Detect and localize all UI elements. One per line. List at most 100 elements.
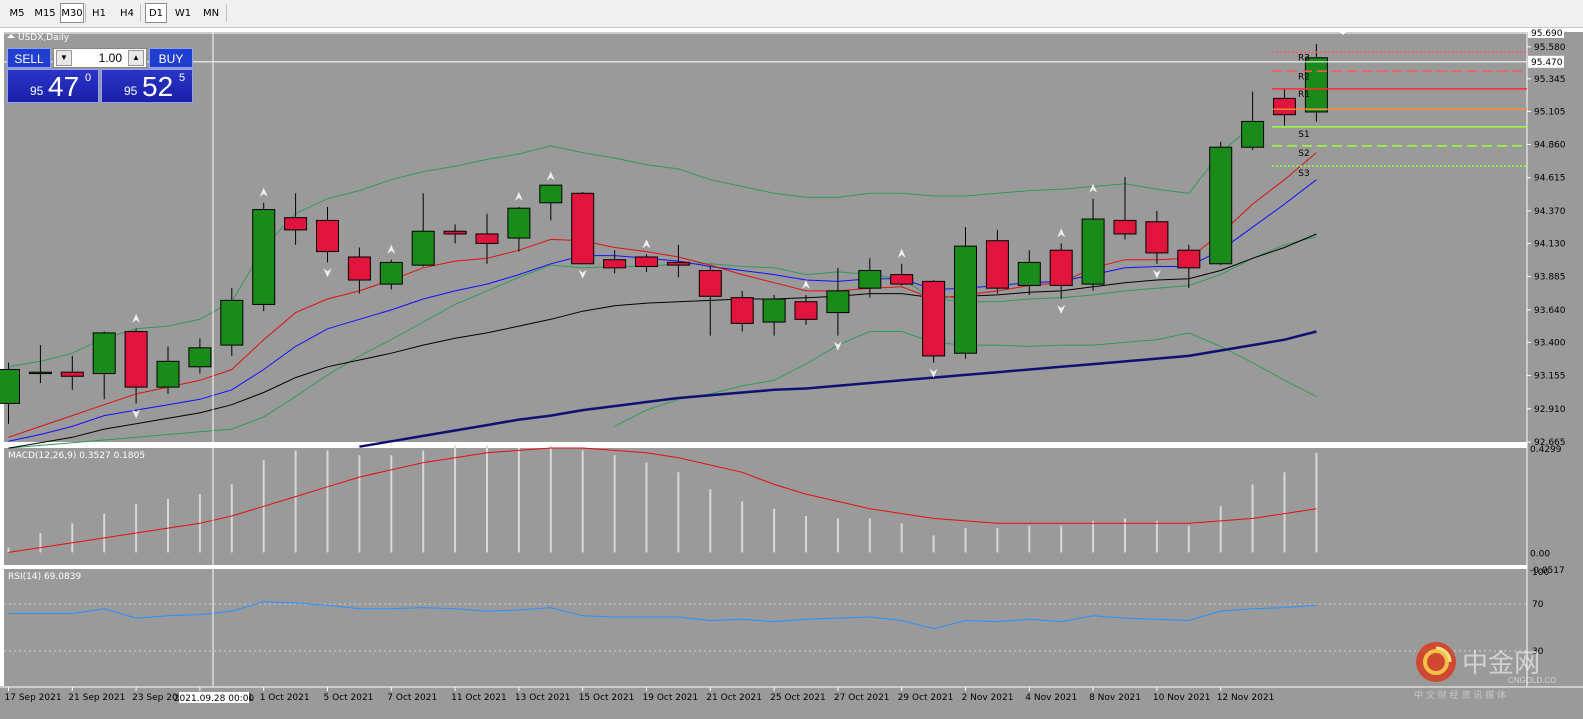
toolbar-separator — [85, 4, 86, 22]
bullish-candle — [539, 184, 563, 204]
price-tick-label: 92.665 — [1534, 438, 1566, 448]
sell-button[interactable]: SELL — [7, 48, 51, 68]
bullish-candle — [826, 290, 850, 314]
sell-price-sup: 0 — [85, 72, 92, 84]
lot-size-value[interactable]: 1.00 — [98, 51, 122, 65]
fractal-down-arrow-icon — [929, 368, 938, 378]
lot-decrease-arrow-icon[interactable]: ▼ — [56, 50, 72, 66]
bullish-candle — [1241, 120, 1265, 148]
toolbar-separator — [226, 4, 227, 22]
fractal-up-arrow-icon — [546, 171, 555, 181]
chart-symbol-title: USDX,Daily — [18, 33, 70, 43]
lot-increase-arrow-icon[interactable]: ▲ — [128, 50, 144, 66]
buy-price-prefix: 95 — [124, 84, 138, 98]
pivot-label-s2: S2 — [1298, 149, 1309, 159]
fractal-down-arrow-icon — [833, 341, 842, 351]
timeframe-h1-button[interactable]: H1 — [92, 8, 106, 19]
buy-price-sup: 5 — [179, 72, 186, 84]
moving-average-slow-line — [8, 233, 1317, 449]
bullish-candle — [220, 299, 244, 346]
rsi-tick-label: 70 — [1532, 600, 1544, 610]
timeframe-m30-button[interactable]: M30 — [60, 3, 84, 23]
fractal-up-arrow-icon — [387, 244, 396, 254]
price-tick-label: 94.130 — [1534, 239, 1566, 249]
bullish-candle — [954, 245, 977, 354]
fractal-up-arrow-icon — [642, 239, 651, 249]
bullish-candle — [1081, 218, 1105, 285]
date-tick-label: 13 Oct 2021 — [515, 693, 571, 703]
cngold-logo-icon — [1416, 642, 1456, 682]
pivot-label-r3: R3 — [1298, 53, 1310, 63]
watermark-brand: 中金网 — [1462, 649, 1541, 679]
high-price-label: 95.690 — [1531, 29, 1563, 39]
sell-price-box[interactable]: 95 47 0 — [7, 69, 99, 103]
bearish-candle — [475, 233, 499, 244]
date-tick-label: 2 Nov 2021 — [962, 693, 1014, 703]
bid-price-label: 95.470 — [1531, 58, 1563, 68]
date-tick-label: 21 Sep 2021 — [68, 693, 125, 703]
timeframe-m5-button[interactable]: M5 — [9, 8, 25, 19]
buy-price-box[interactable]: 95 52 5 — [101, 69, 193, 103]
date-tick-label: 4 Nov 2021 — [1025, 693, 1077, 703]
crosshair-date-box — [179, 692, 249, 703]
date-tick-label: 15 Oct 2021 — [579, 693, 635, 703]
price-chart-svg[interactable]: 95.580 95.345 95.105 94.860 94.615 94.370 94.1… — [0, 28, 1583, 719]
date-tick-label: 5 Oct 2021 — [324, 693, 374, 703]
timeframe-w1-button[interactable]: W1 — [174, 8, 192, 19]
bearish-candle — [443, 230, 467, 235]
sell-price-big: 47 — [48, 71, 80, 102]
macd-tick-label: 0.00 — [1530, 549, 1550, 559]
macd-panel-bg — [4, 448, 1527, 565]
moving-average-long-line — [359, 330, 1317, 448]
rsi-tick-label: 30 — [1532, 647, 1544, 657]
bearish-candle — [698, 270, 722, 297]
date-tick-label: 21 Oct 2021 — [706, 693, 762, 703]
date-tick-label: 12 Nov 2021 — [1217, 693, 1275, 703]
cngold-watermark: 中金网 CNGOLD.CO 中 文 财 经 资 讯 媒 体 — [1412, 640, 1572, 701]
fractal-up-arrow-icon — [897, 248, 906, 258]
timeframe-toolbar: M5 M15 M30 H1 H4 D1 W1 MN — [0, 0, 1583, 28]
title-triangle-icon — [7, 34, 15, 38]
bearish-candle — [666, 261, 690, 266]
bullish-candle — [858, 270, 882, 289]
bullish-candle — [379, 261, 403, 285]
price-tick-label: 95.105 — [1534, 107, 1566, 117]
timeframe-mn-button[interactable]: MN — [202, 8, 220, 19]
timeframe-d1-button[interactable]: D1 — [145, 3, 167, 23]
chart-window[interactable]: 95.580 95.345 95.105 94.860 94.615 94.370 94.1… — [0, 28, 1583, 719]
date-tick-label: 11 Oct 2021 — [451, 693, 507, 703]
bullish-candle — [28, 371, 52, 375]
crosshair-date-label: 2021.09.28 00:00 — [174, 694, 255, 704]
fractal-up-arrow-icon — [802, 279, 810, 289]
price-tick-label: 92.910 — [1534, 405, 1566, 415]
bearish-candle — [124, 331, 148, 388]
price-tick-label: 93.885 — [1534, 273, 1566, 283]
timeframe-m15-button[interactable]: M15 — [34, 8, 56, 19]
lot-size-field[interactable]: ▼ 1.00 ▲ — [53, 48, 147, 68]
bearish-candle — [890, 274, 914, 285]
fractal-down-arrow-icon — [1152, 269, 1161, 279]
bearish-candle — [284, 217, 308, 231]
bearish-candle — [347, 256, 371, 281]
bearish-candle — [1145, 221, 1169, 254]
bearish-candle — [316, 219, 339, 253]
bullish-candle — [252, 209, 276, 305]
bearish-candle — [922, 280, 946, 357]
date-tick-label: 19 Oct 2021 — [643, 693, 699, 703]
envelope-lower-line — [8, 236, 1317, 449]
buy-price-big: 52 — [142, 71, 174, 102]
timeframe-h4-button[interactable]: H4 — [120, 8, 134, 19]
bearish-candle — [603, 259, 627, 269]
bearish-candle — [794, 301, 818, 320]
buy-button[interactable]: BUY — [149, 48, 193, 68]
price-tick-label: 94.615 — [1534, 174, 1566, 184]
bearish-candle — [1273, 97, 1296, 116]
bearish-candle — [730, 297, 754, 324]
toolbar-separator — [140, 4, 141, 22]
price-tick-label: 94.370 — [1534, 207, 1566, 217]
date-tick-label: 7 Oct 2021 — [387, 693, 437, 703]
bullish-candle — [1304, 57, 1328, 113]
bullish-candle — [0, 368, 20, 404]
high-price-box — [1528, 28, 1564, 38]
price-tick-label: 95.580 — [1534, 43, 1566, 53]
